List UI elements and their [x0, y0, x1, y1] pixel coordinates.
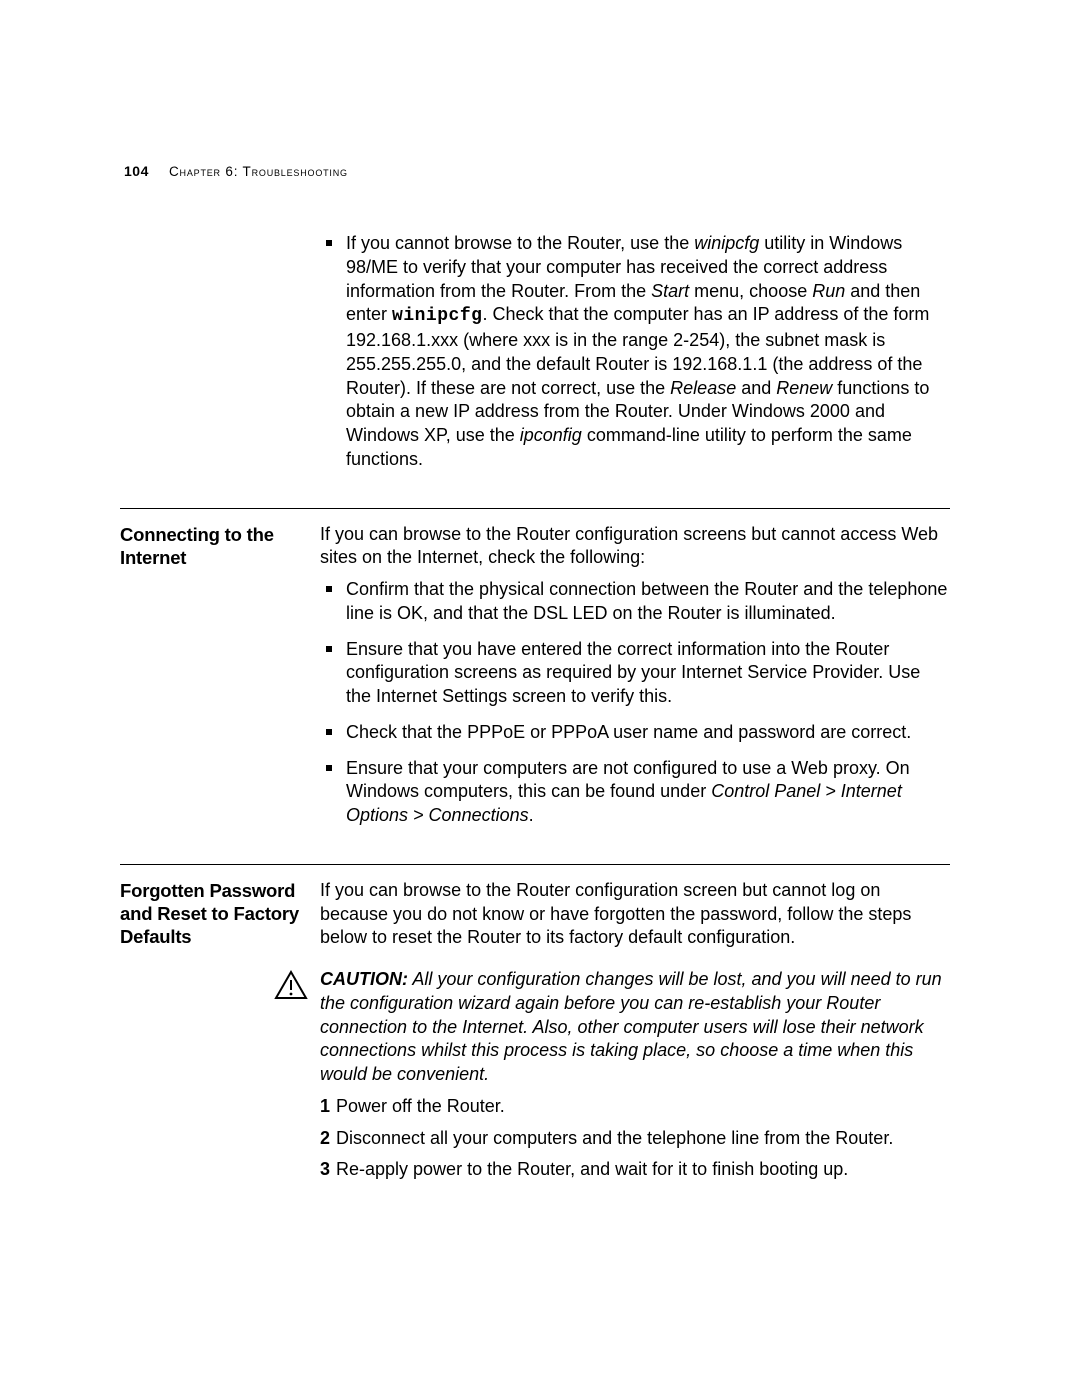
- internet-bullet-list: Confirm that the physical connection bet…: [320, 578, 950, 828]
- steps-side: [120, 1087, 310, 1190]
- section-intro: If you can browse to the Router configur…: [320, 523, 950, 571]
- text-italic: winipcfg: [694, 233, 759, 253]
- top-bullet-row: If you cannot browse to the Router, use …: [120, 232, 950, 484]
- reset-steps: Power off the Router. Disconnect all you…: [310, 1095, 950, 1182]
- text-italic: Release: [670, 378, 736, 398]
- content-area: If you cannot browse to the Router, use …: [120, 232, 950, 1190]
- list-item: Ensure that you have entered the correct…: [320, 638, 950, 709]
- step-item: Re-apply power to the Router, and wait f…: [310, 1158, 950, 1182]
- chapter-title: Chapter 6: Troubleshooting: [169, 164, 348, 179]
- page: 104 Chapter 6: Troubleshooting If you ca…: [0, 0, 1080, 1397]
- list-item: Ensure that your computers are not confi…: [320, 757, 950, 828]
- text: .: [529, 805, 534, 825]
- list-item: Check that the PPPoE or PPPoA user name …: [320, 721, 950, 745]
- steps-row: Power off the Router. Disconnect all you…: [120, 1087, 950, 1190]
- text-italic: Run: [812, 281, 845, 301]
- top-bullet-main: If you cannot browse to the Router, use …: [320, 232, 950, 484]
- section-intro: If you can browse to the Router configur…: [320, 879, 950, 950]
- section-reset-row: Forgotten Password and Reset to Factory …: [120, 879, 950, 958]
- text: menu, choose: [689, 281, 812, 301]
- text: Ensure that you have entered the correct…: [346, 639, 920, 707]
- section-rule: [120, 864, 950, 865]
- running-head: 104 Chapter 6: Troubleshooting: [124, 162, 348, 181]
- text: Confirm that the physical connection bet…: [346, 579, 947, 623]
- top-bullet-list: If you cannot browse to the Router, use …: [320, 232, 950, 472]
- step-item: Disconnect all your computers and the te…: [310, 1127, 950, 1151]
- caution-body: All your configuration changes will be l…: [320, 969, 942, 1084]
- section-internet-row: Connecting to the Internet If you can br…: [120, 523, 950, 840]
- list-item: If you cannot browse to the Router, use …: [320, 232, 950, 472]
- text: Power off the Router.: [336, 1096, 505, 1116]
- text: Check that the PPPoE or PPPoA user name …: [346, 722, 911, 742]
- section-reset-side: Forgotten Password and Reset to Factory …: [120, 879, 320, 948]
- section-heading: Connecting to the Internet: [120, 523, 308, 569]
- section-internet-side: Connecting to the Internet: [120, 523, 320, 569]
- caution-row: CAUTION: All your configuration changes …: [120, 968, 950, 1087]
- caution-icon-cell: [120, 968, 320, 1000]
- text-italic: Start: [651, 281, 689, 301]
- steps-main: Power off the Router. Disconnect all you…: [310, 1087, 950, 1190]
- text: Re-apply power to the Router, and wait f…: [336, 1159, 848, 1179]
- text-italic: ipconfig: [520, 425, 582, 445]
- text-italic: Renew: [776, 378, 832, 398]
- section-reset-main: If you can browse to the Router configur…: [320, 879, 950, 958]
- page-number: 104: [124, 163, 149, 179]
- caution-text: CAUTION: All your configuration changes …: [320, 968, 950, 1087]
- section-rule: [120, 508, 950, 509]
- text: Disconnect all your computers and the te…: [336, 1128, 893, 1148]
- caution-lead: CAUTION:: [320, 969, 408, 989]
- text-mono: winipcfg: [392, 306, 482, 326]
- text: and: [736, 378, 776, 398]
- section-heading: Forgotten Password and Reset to Factory …: [120, 879, 308, 948]
- caution-icon: [274, 970, 308, 1000]
- list-item: Confirm that the physical connection bet…: [320, 578, 950, 626]
- text: If you cannot browse to the Router, use …: [346, 233, 694, 253]
- section-internet-main: If you can browse to the Router configur…: [320, 523, 950, 840]
- step-item: Power off the Router.: [310, 1095, 950, 1119]
